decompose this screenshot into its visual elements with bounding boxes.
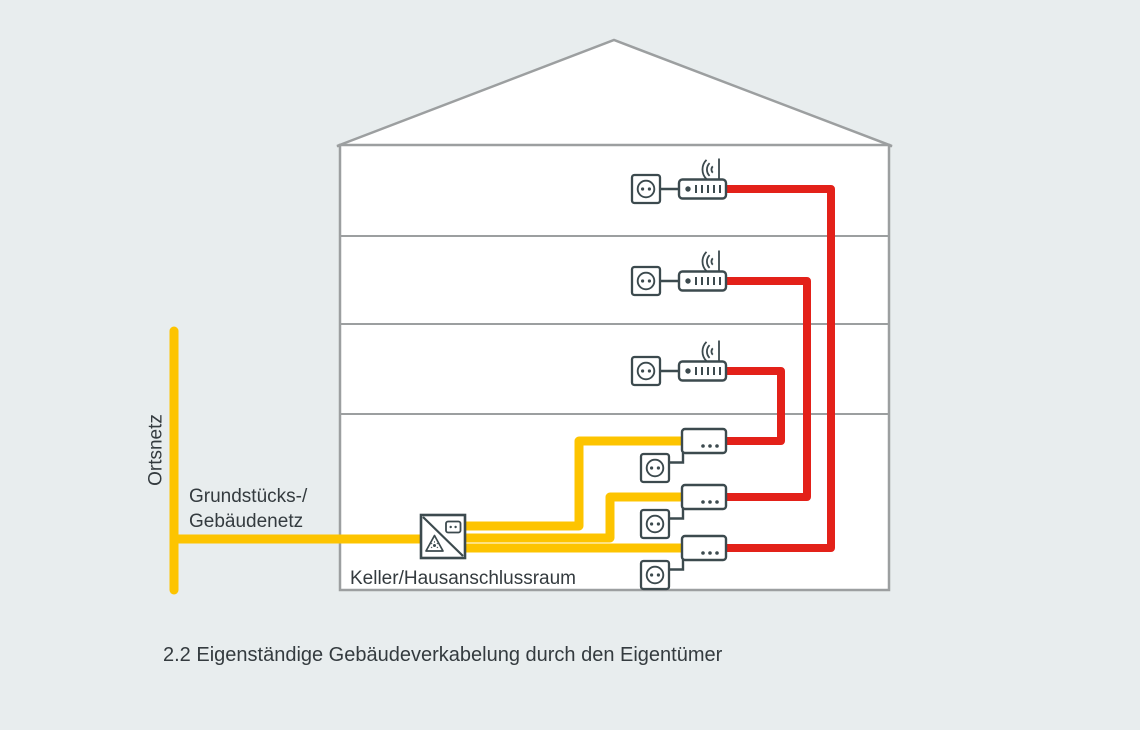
modem-socket-cord <box>669 453 685 464</box>
router-unit-floor-1 <box>630 157 728 205</box>
wall-socket-icon <box>639 452 671 484</box>
basement-room-label: Keller/Hausanschlussraum <box>350 568 576 589</box>
modem-icon <box>680 483 728 511</box>
modem-unit-3 <box>639 534 728 591</box>
router-unit-floor-3 <box>630 339 728 387</box>
wall-socket-icon <box>630 173 662 205</box>
in-building-cables <box>726 185 835 552</box>
modem-socket-cord <box>669 560 685 571</box>
wall-socket-icon <box>639 559 671 591</box>
roof <box>336 38 893 148</box>
wall-socket-icon <box>630 265 662 297</box>
property-network-label-line2: Gebäudenetz <box>189 511 304 532</box>
modem-socket-cord <box>669 509 685 520</box>
modem-icon <box>680 534 728 562</box>
property-network-label: Grundstücks-/ Gebäudenetz <box>189 484 307 534</box>
laser-warning-icon <box>425 534 444 552</box>
red-cable-router-2-to-modem-2 <box>726 277 811 501</box>
modem-unit-2 <box>639 483 728 540</box>
wall-socket-icon <box>630 355 662 387</box>
red-cable-router-3-to-modem-1 <box>726 367 785 445</box>
riser-cable-to-modem-2 <box>464 492 683 543</box>
figure-caption: 2.2 Eigenständige Gebäudeverkabelung dur… <box>163 644 723 666</box>
house-transfer-point-icon <box>419 513 467 560</box>
modem-icon <box>680 427 728 455</box>
modem-unit-1 <box>639 427 728 484</box>
router-unit-floor-2 <box>630 249 728 297</box>
wall-socket-icon <box>639 508 671 540</box>
red-cable-router-1-to-modem-3 <box>726 185 835 552</box>
access-network-cables <box>169 326 683 595</box>
ortsnetz-label: Ortsnetz <box>145 414 167 486</box>
property-network-label-line1: Grundstücks-/ <box>189 486 308 507</box>
riser-cable-to-modem-1 <box>464 436 683 531</box>
